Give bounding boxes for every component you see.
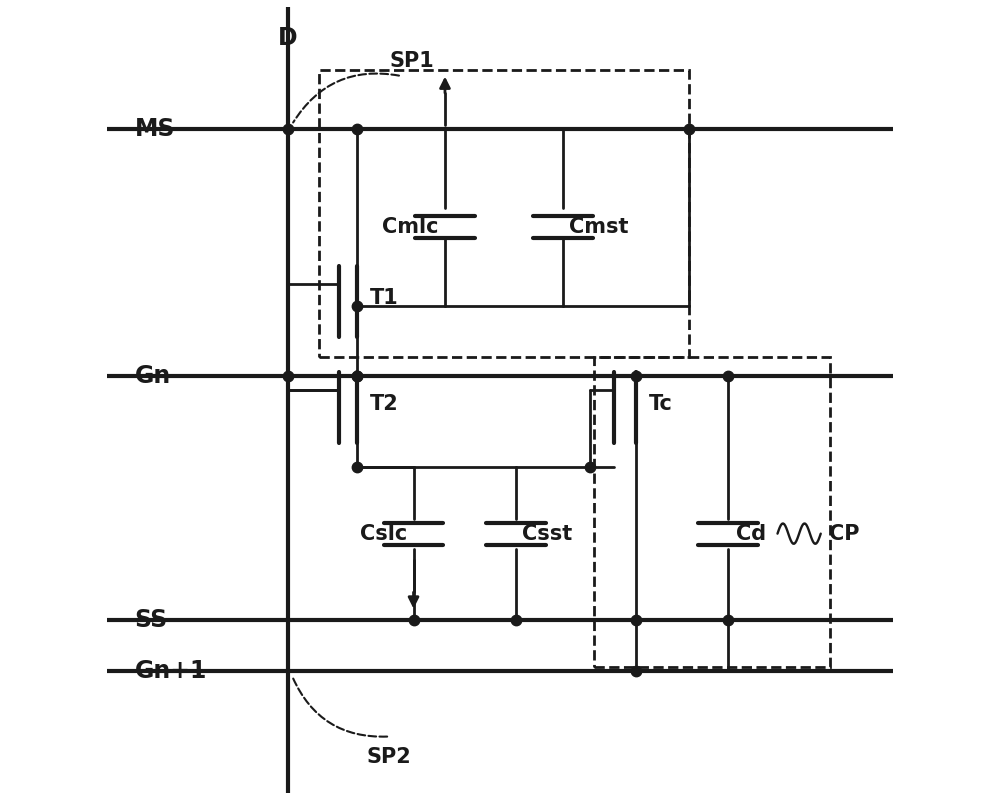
Text: T2: T2: [370, 394, 398, 414]
Text: Gn+1: Gn+1: [134, 659, 207, 683]
Text: Cslc: Cslc: [360, 524, 407, 544]
Text: Tc: Tc: [649, 394, 672, 414]
Text: T1: T1: [370, 288, 398, 308]
Text: Cmlc: Cmlc: [382, 217, 439, 237]
Text: SP1: SP1: [390, 51, 435, 71]
Text: CP: CP: [829, 524, 859, 544]
Bar: [594, 357, 830, 667]
Text: SS: SS: [134, 608, 168, 632]
Text: Csst: Csst: [522, 524, 572, 544]
Bar: [319, 70, 689, 357]
Text: Cd: Cd: [736, 524, 766, 544]
Text: D: D: [278, 26, 298, 50]
Text: Gn: Gn: [134, 365, 171, 389]
Text: Cmst: Cmst: [569, 217, 629, 237]
Text: MS: MS: [134, 117, 175, 141]
Text: SP2: SP2: [366, 747, 411, 767]
